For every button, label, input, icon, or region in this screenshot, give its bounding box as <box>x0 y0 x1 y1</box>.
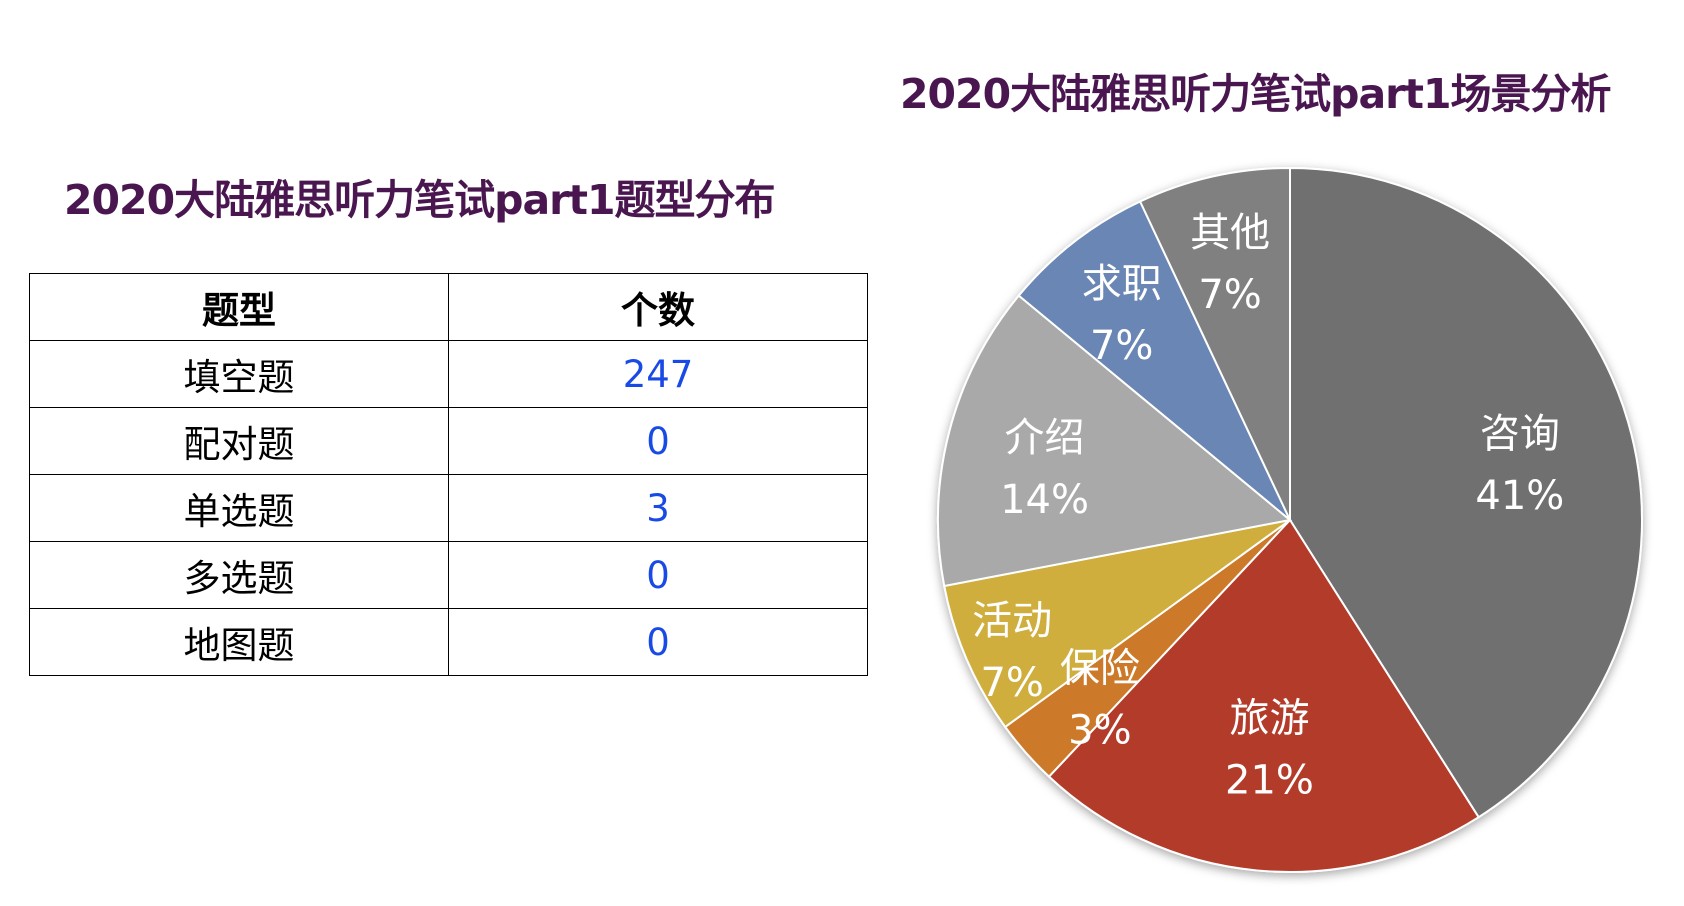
table-header-row: 题型 个数 <box>29 273 868 341</box>
slice-label: 保险 <box>1060 646 1140 692</box>
table-title: 2020大陆雅思听力笔试part1题型分布 <box>64 176 775 224</box>
pie-slice-4 <box>937 294 1293 588</box>
slice-percent-label: 3% <box>1068 708 1131 754</box>
slice-label: 介绍 <box>1005 415 1085 461</box>
row-type: 填空题 <box>29 340 449 408</box>
row-count: 3 <box>448 474 868 542</box>
pie-slice-6 <box>1138 166 1291 521</box>
slice-percent-label: 7% <box>1198 272 1261 318</box>
slice-percent-label: 21% <box>1225 757 1314 803</box>
row-count: 0 <box>448 407 868 475</box>
slice-label: 其他 <box>1190 210 1270 256</box>
pie-slice-1 <box>1047 518 1480 873</box>
slice-percent-label: 14% <box>1000 477 1089 523</box>
header-count: 个数 <box>448 273 868 341</box>
row-count: 0 <box>448 608 868 676</box>
slice-percent-label: 41% <box>1475 473 1564 519</box>
slice-label: 求职 <box>1082 261 1162 307</box>
table-row: 填空题 247 <box>29 340 868 408</box>
pie-slice-0 <box>1289 166 1643 819</box>
table-row: 地图题 0 <box>29 608 868 676</box>
pie-slice-5 <box>1017 200 1291 521</box>
slice-percent-label: 7% <box>1090 323 1153 369</box>
row-type: 配对题 <box>29 407 449 475</box>
row-type: 多选题 <box>29 541 449 609</box>
row-count: 0 <box>448 541 868 609</box>
pie-slice-3 <box>943 519 1291 729</box>
slice-label: 咨询 <box>1480 411 1560 457</box>
slice-percent-label: 7% <box>980 660 1043 706</box>
slice-label: 旅游 <box>1229 695 1309 741</box>
table-row: 单选题 3 <box>29 474 868 542</box>
header-type: 题型 <box>29 273 449 341</box>
row-count: 247 <box>448 340 868 408</box>
row-type: 单选题 <box>29 474 449 542</box>
table-row: 配对题 0 <box>29 407 868 475</box>
row-type: 地图题 <box>29 608 449 676</box>
table-row: 多选题 0 <box>29 541 868 609</box>
chart-title: 2020大陆雅思听力笔试part1场景分析 <box>900 70 1611 118</box>
slice-label: 活动 <box>972 598 1052 644</box>
question-type-table: 题型 个数 填空题 247 配对题 0 单选题 3 多选题 0 地图题 0 <box>29 273 868 676</box>
